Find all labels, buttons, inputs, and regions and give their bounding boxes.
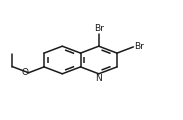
Text: Br: Br [134, 42, 144, 51]
Text: N: N [95, 74, 102, 83]
Text: O: O [21, 68, 28, 77]
Text: Br: Br [94, 24, 104, 33]
